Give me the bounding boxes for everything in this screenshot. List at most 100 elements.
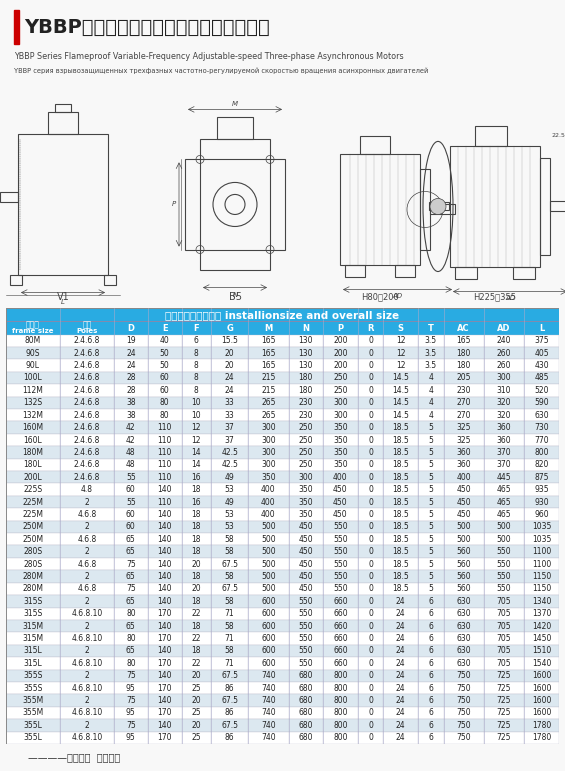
Text: 400: 400 bbox=[261, 497, 276, 507]
Text: 65: 65 bbox=[126, 597, 136, 606]
Text: F: F bbox=[194, 324, 199, 332]
Text: 1150: 1150 bbox=[532, 572, 551, 581]
Text: 630: 630 bbox=[457, 597, 471, 606]
Text: 875: 875 bbox=[534, 473, 549, 482]
Text: 200L: 200L bbox=[23, 473, 42, 482]
Text: 24: 24 bbox=[126, 348, 136, 358]
Text: 800: 800 bbox=[534, 448, 549, 457]
Text: 60: 60 bbox=[126, 485, 136, 494]
Text: 14.5: 14.5 bbox=[392, 373, 409, 382]
Text: 680: 680 bbox=[299, 721, 313, 730]
Text: 160L: 160L bbox=[23, 436, 42, 445]
Text: 630: 630 bbox=[457, 659, 471, 668]
Text: 1035: 1035 bbox=[532, 523, 551, 531]
Text: 550: 550 bbox=[298, 634, 313, 643]
Text: 24: 24 bbox=[396, 721, 406, 730]
Text: 0: 0 bbox=[368, 411, 373, 419]
Bar bbox=[6, 657, 559, 669]
Text: 20: 20 bbox=[192, 672, 201, 680]
Text: 140: 140 bbox=[158, 547, 172, 556]
Text: 60: 60 bbox=[126, 523, 136, 531]
Bar bbox=[6, 359, 559, 372]
Bar bbox=[6, 422, 559, 434]
Text: 48: 48 bbox=[126, 460, 136, 470]
Text: 58: 58 bbox=[225, 547, 234, 556]
Text: 500: 500 bbox=[457, 523, 471, 531]
Text: 550: 550 bbox=[497, 560, 511, 568]
Text: 22: 22 bbox=[192, 609, 201, 618]
Text: 8: 8 bbox=[194, 361, 199, 370]
Text: 24: 24 bbox=[396, 646, 406, 655]
Text: 300: 300 bbox=[497, 373, 511, 382]
Text: 550: 550 bbox=[333, 535, 347, 544]
Bar bbox=[6, 558, 559, 571]
Text: 18: 18 bbox=[192, 523, 201, 531]
Text: V1: V1 bbox=[56, 291, 69, 301]
Text: 0: 0 bbox=[368, 348, 373, 358]
Text: 270: 270 bbox=[457, 411, 471, 419]
Text: 560: 560 bbox=[457, 560, 471, 568]
Text: 300: 300 bbox=[261, 448, 276, 457]
Text: 130: 130 bbox=[299, 336, 313, 345]
Text: 50: 50 bbox=[160, 348, 170, 358]
Text: 0: 0 bbox=[368, 473, 373, 482]
Text: 28: 28 bbox=[126, 386, 136, 395]
Text: 315S: 315S bbox=[23, 609, 42, 618]
Text: 2.4.6.8: 2.4.6.8 bbox=[73, 386, 100, 395]
Text: 2.4.6.8: 2.4.6.8 bbox=[73, 423, 100, 432]
Text: 1370: 1370 bbox=[532, 609, 551, 618]
Text: P: P bbox=[337, 324, 344, 332]
Text: 500: 500 bbox=[457, 535, 471, 544]
Text: 170: 170 bbox=[158, 609, 172, 618]
Text: 250: 250 bbox=[333, 386, 347, 395]
Text: 250: 250 bbox=[333, 373, 347, 382]
Text: 0: 0 bbox=[368, 634, 373, 643]
Text: 265: 265 bbox=[261, 399, 276, 407]
Text: 18.5: 18.5 bbox=[392, 584, 409, 594]
Text: 100L: 100L bbox=[23, 373, 42, 382]
Text: E: E bbox=[162, 324, 167, 332]
Text: 60: 60 bbox=[126, 510, 136, 519]
Text: 6: 6 bbox=[428, 684, 433, 692]
Text: 740: 740 bbox=[261, 733, 276, 742]
Text: 6: 6 bbox=[428, 659, 433, 668]
Text: P: P bbox=[172, 201, 176, 207]
Text: 6: 6 bbox=[428, 721, 433, 730]
Text: 450: 450 bbox=[298, 560, 313, 568]
Text: 450: 450 bbox=[298, 584, 313, 594]
Text: 6: 6 bbox=[428, 709, 433, 718]
Text: 0: 0 bbox=[368, 721, 373, 730]
Text: 0: 0 bbox=[368, 386, 373, 395]
Text: 465: 465 bbox=[497, 510, 511, 519]
Text: 450: 450 bbox=[457, 497, 471, 507]
Text: 24: 24 bbox=[396, 621, 406, 631]
Text: 560: 560 bbox=[457, 547, 471, 556]
Text: 660: 660 bbox=[333, 659, 347, 668]
Text: 140: 140 bbox=[158, 572, 172, 581]
Text: 2.4.6.8: 2.4.6.8 bbox=[73, 348, 100, 358]
Bar bbox=[104, 274, 116, 284]
Text: 725: 725 bbox=[497, 696, 511, 705]
Text: R: R bbox=[367, 324, 373, 332]
Text: 500: 500 bbox=[497, 523, 511, 531]
Text: 0: 0 bbox=[368, 373, 373, 382]
Text: 5: 5 bbox=[428, 547, 433, 556]
Text: 10: 10 bbox=[192, 411, 201, 419]
Bar bbox=[6, 682, 559, 695]
Text: 60: 60 bbox=[160, 373, 170, 382]
Text: 12: 12 bbox=[396, 348, 405, 358]
Text: 500: 500 bbox=[261, 535, 276, 544]
Text: YBBP Series Flameproof Variable-Frequency Adjustable-speed Three-phase Asynchron: YBBP Series Flameproof Variable-Frequenc… bbox=[14, 52, 403, 61]
Text: 24: 24 bbox=[396, 634, 406, 643]
Text: 24: 24 bbox=[396, 659, 406, 668]
Text: 350: 350 bbox=[333, 436, 347, 445]
Text: 300: 300 bbox=[333, 399, 347, 407]
Bar bbox=[0, 193, 18, 203]
Text: 550: 550 bbox=[333, 547, 347, 556]
Text: 140: 140 bbox=[158, 535, 172, 544]
Text: 230: 230 bbox=[457, 386, 471, 395]
Text: 6: 6 bbox=[428, 646, 433, 655]
Text: 180: 180 bbox=[299, 386, 313, 395]
Text: 200: 200 bbox=[333, 361, 347, 370]
Text: 450: 450 bbox=[298, 572, 313, 581]
